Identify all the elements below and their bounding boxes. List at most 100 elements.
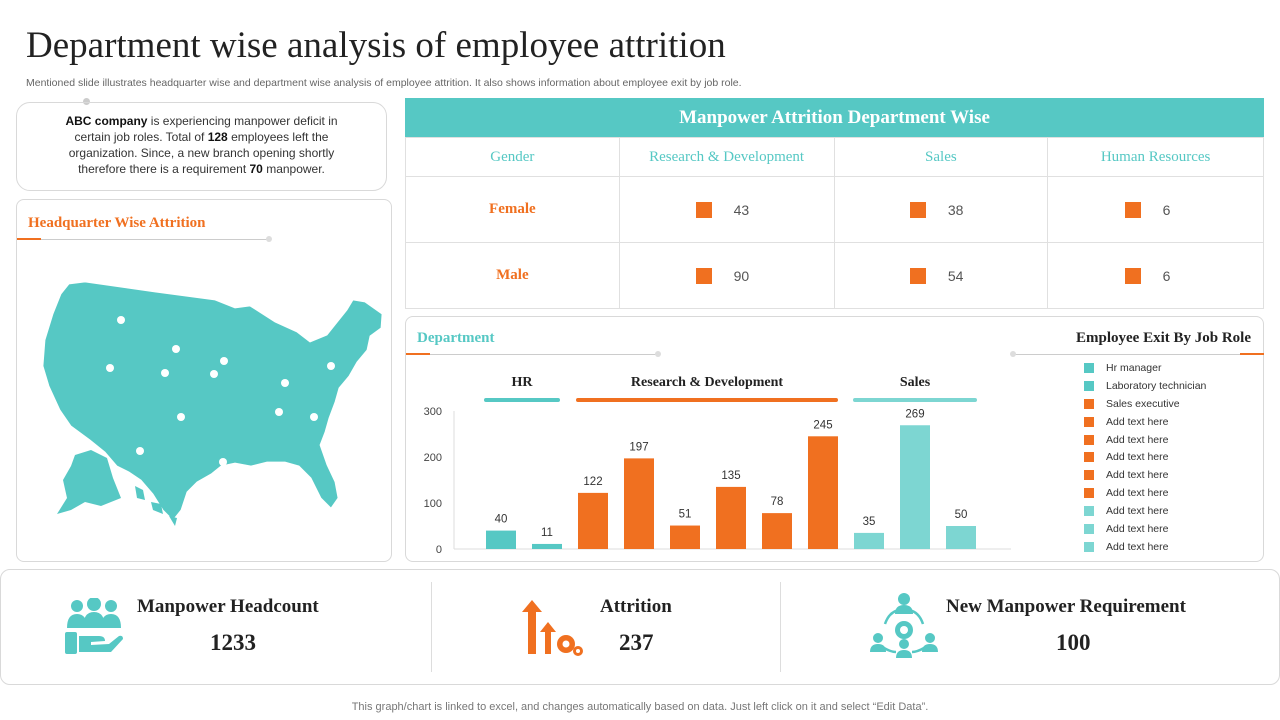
y-tick-label: 300: [424, 406, 442, 418]
bar: [946, 526, 976, 549]
legend-swatch: [1084, 380, 1094, 391]
kpi-attrition: Attrition 237: [432, 570, 780, 686]
alaska-shape: [57, 450, 121, 514]
intro-text-2: employees left the organization. Since, …: [68, 130, 335, 176]
legend-item: Add text here: [1084, 466, 1206, 484]
row-label-female: Female: [405, 176, 620, 243]
legend-swatch: [1084, 541, 1094, 552]
map-dot: [177, 413, 185, 421]
bar-value-label: 122: [583, 476, 602, 488]
table-cell: 6: [1047, 242, 1264, 309]
bar-value-label: 40: [495, 514, 508, 526]
kpi-requirement-value: 100: [1056, 630, 1091, 655]
map-dot: [161, 369, 169, 377]
headquarter-underline: [17, 239, 269, 240]
table-cell: 90: [618, 242, 835, 309]
bar: [486, 530, 516, 549]
bar: [532, 543, 562, 549]
table-header-hr: Human Resources: [1047, 137, 1264, 177]
cell-value: 6: [1162, 202, 1171, 219]
legend-item: Add text here: [1084, 484, 1206, 502]
department-underline-accent: [406, 353, 430, 355]
map-dot: [219, 458, 227, 466]
legend-item: Laboratory technician: [1084, 377, 1206, 395]
bar-value-label: 135: [721, 470, 740, 482]
legend-underline-accent: [1240, 353, 1264, 355]
table-cell: 6: [1047, 176, 1264, 243]
legend-swatch: [1084, 434, 1094, 445]
legend-item: Hr manager: [1084, 359, 1206, 377]
legend-label: Laboratory technician: [1106, 379, 1207, 392]
orange-square-icon: [1124, 268, 1141, 285]
kpi-divider: [780, 582, 781, 672]
y-tick-label: 200: [424, 452, 442, 464]
kpi-attrition-label: Attrition: [600, 596, 672, 617]
legend-item: Sales executive: [1084, 395, 1206, 413]
legend-swatch: [1084, 362, 1094, 373]
table-header-gender: Gender: [405, 137, 620, 177]
row-label-male: Male: [405, 242, 620, 309]
arrow-gears-icon: [522, 600, 583, 656]
table-row: Male 90 54 6: [405, 242, 1264, 309]
headquarter-underline-accent: [17, 238, 41, 240]
group-line-rnd: [576, 398, 838, 402]
map-dot: [117, 316, 125, 324]
legend-underline-dot: [1010, 351, 1016, 357]
orange-square-icon: [909, 268, 926, 285]
bar-value-label: 51: [679, 509, 692, 521]
intro-connector-dot: [83, 98, 90, 105]
kpi-panel: Manpower Headcount 1233 Attrition 237: [0, 569, 1280, 685]
kpi-attrition-value: 237: [619, 630, 654, 655]
group-line-hr: [484, 398, 560, 402]
legend-label: Add text here: [1106, 469, 1169, 482]
bar-value-label: 269: [905, 408, 924, 420]
department-panel: 0 100 200 300 40 11 122 197 51 135 78 245 35 269 50 De…: [405, 316, 1264, 562]
bar: [808, 436, 838, 549]
map-dot: [106, 364, 114, 372]
department-title: Department: [417, 330, 495, 346]
group-line-sales: [853, 398, 977, 402]
bar: [670, 525, 700, 549]
y-tick-label: 0: [436, 544, 442, 556]
kpi-headcount-value: 1233: [210, 630, 256, 655]
bar: [900, 425, 930, 549]
department-underline: [406, 354, 658, 355]
intro-text-3: manpower.: [262, 162, 325, 176]
legend-label: Hr manager: [1106, 361, 1162, 374]
legend-item: Add text here: [1084, 502, 1206, 520]
cell-value: 54: [947, 268, 964, 285]
legend-label: Add text here: [1106, 433, 1169, 446]
group-label-sales: Sales: [899, 375, 931, 390]
headquarter-underline-dot: [266, 236, 272, 242]
legend-label: Add text here: [1106, 540, 1169, 553]
table-cell: 43: [618, 176, 835, 243]
bar: [854, 532, 884, 549]
map-dot: [136, 447, 144, 455]
map-dot: [275, 408, 283, 416]
table-cell: 38: [833, 176, 1049, 243]
bar-value-label: 35: [863, 516, 876, 528]
attrition-table: Gender Research & Development Sales Huma…: [405, 137, 1264, 309]
job-role-legend: Hr manager Laboratory technician Sales exe…: [1084, 359, 1206, 556]
map-dot: [310, 413, 318, 421]
footer-note: This graph/chart is linked to excel, and…: [351, 701, 929, 713]
kpi-headcount-label: Manpower Headcount: [137, 596, 319, 617]
orange-square-icon: [1124, 202, 1141, 219]
map-location-dots: [106, 316, 335, 466]
kpi-requirement: New Manpower Requirement 100: [781, 570, 1279, 686]
cell-value: 90: [733, 268, 750, 285]
legend-item: Add text here: [1084, 520, 1206, 538]
legend-title: Employee Exit By Job Role: [1076, 330, 1251, 346]
cell-value: 38: [947, 202, 964, 219]
legend-swatch: [1084, 506, 1094, 517]
legend-label: Add text here: [1106, 415, 1169, 428]
legend-label: Sales executive: [1106, 397, 1180, 410]
orange-square-icon: [695, 202, 712, 219]
table-row: Female 43 38 6: [405, 176, 1264, 243]
attrition-table-panel: Manpower Attrition Department Wise Gende…: [405, 98, 1264, 309]
map-dot: [172, 345, 180, 353]
table-header-rnd: Research & Development: [618, 137, 835, 177]
bar: [762, 513, 792, 549]
people-hand-icon: [65, 598, 123, 654]
bar-value-label: 197: [629, 441, 648, 453]
